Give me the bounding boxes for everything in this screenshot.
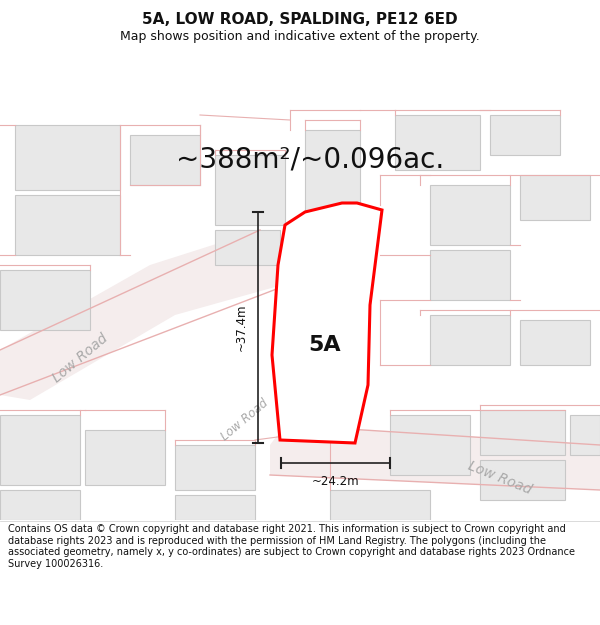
Polygon shape [15, 125, 120, 190]
Text: Map shows position and indicative extent of the property.: Map shows position and indicative extent… [120, 30, 480, 43]
Polygon shape [85, 430, 165, 485]
Polygon shape [272, 203, 382, 443]
Polygon shape [480, 460, 565, 500]
Text: Low Road: Low Road [50, 331, 110, 385]
Polygon shape [130, 135, 200, 185]
Text: Contains OS data © Crown copyright and database right 2021. This information is : Contains OS data © Crown copyright and d… [8, 524, 575, 569]
Polygon shape [395, 115, 480, 170]
Polygon shape [390, 415, 470, 475]
Polygon shape [570, 415, 600, 455]
Polygon shape [215, 230, 280, 265]
Text: Low Road: Low Road [466, 459, 534, 497]
Polygon shape [430, 315, 510, 365]
Polygon shape [520, 175, 590, 220]
Text: Low Road: Low Road [219, 397, 271, 443]
Polygon shape [430, 250, 510, 300]
Polygon shape [15, 195, 120, 255]
Polygon shape [0, 490, 80, 520]
Polygon shape [520, 320, 590, 365]
Text: ~37.4m: ~37.4m [235, 304, 248, 351]
Text: 5A, LOW ROAD, SPALDING, PE12 6ED: 5A, LOW ROAD, SPALDING, PE12 6ED [142, 12, 458, 27]
Polygon shape [175, 445, 255, 490]
Text: 5A: 5A [308, 335, 341, 355]
Polygon shape [330, 490, 430, 520]
Polygon shape [305, 130, 360, 230]
Text: ~24.2m: ~24.2m [311, 475, 359, 488]
Polygon shape [0, 230, 300, 400]
Polygon shape [270, 425, 600, 490]
Polygon shape [175, 495, 255, 520]
Polygon shape [480, 410, 565, 455]
Polygon shape [430, 185, 510, 245]
Text: ~388m²/~0.096ac.: ~388m²/~0.096ac. [176, 146, 444, 174]
Polygon shape [215, 155, 285, 225]
Polygon shape [490, 115, 560, 155]
Polygon shape [0, 415, 80, 485]
Polygon shape [0, 270, 90, 330]
